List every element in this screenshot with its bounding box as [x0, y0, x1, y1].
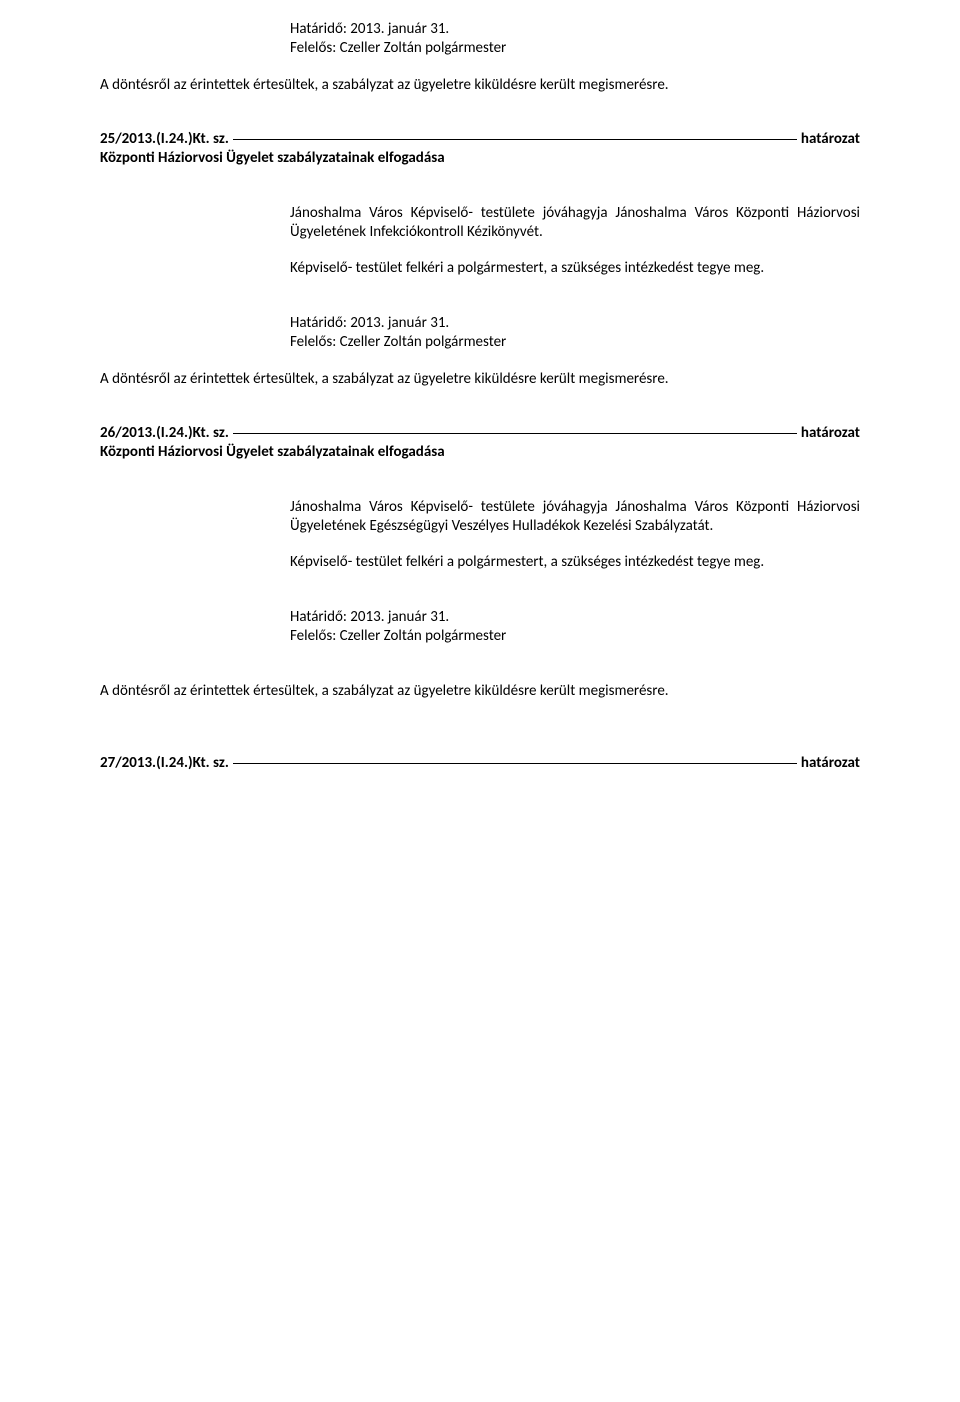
section-25-body-para: Jánoshalma Város Képviselő- testülete jó…	[290, 204, 860, 242]
section-26-body-para: Jánoshalma Város Képviselő- testülete jó…	[290, 498, 860, 536]
section-26-ref: 26/2013.(I.24.)Kt. sz.	[100, 424, 229, 443]
section-26-responsible-line: Felelős: Czeller Zoltán polgármester	[290, 627, 860, 646]
heading-underline-26	[233, 433, 797, 434]
section-26-notice-para: A döntésről az érintettek értesültek, a …	[100, 682, 860, 701]
section-25-subtitle: Központi Háziorvosi Ügyelet szabályzatai…	[100, 149, 860, 168]
section-26-heading: 26/2013.(I.24.)Kt. sz. határozat	[100, 424, 860, 443]
section-25-deadline-line: Határidő: 2013. január 31.	[290, 314, 860, 333]
section-26-instruct-para: Képviselő- testület felkéri a polgármest…	[290, 553, 860, 572]
section-27-label: határozat	[801, 754, 860, 773]
top-deadline-block: Határidő: 2013. január 31. Felelős: Czel…	[290, 20, 860, 58]
heading-underline-27	[233, 763, 797, 764]
section-25-ref: 25/2013.(I.24.)Kt. sz.	[100, 130, 229, 149]
notice-paragraph: A döntésről az érintettek értesültek, a …	[100, 76, 860, 95]
section-25-instruct-para: Képviselő- testület felkéri a polgármest…	[290, 259, 860, 278]
section-26-subtitle: Központi Háziorvosi Ügyelet szabályzatai…	[100, 443, 860, 462]
section-25-heading: 25/2013.(I.24.)Kt. sz. határozat	[100, 130, 860, 149]
section-25-body: Jánoshalma Város Képviselő- testülete jó…	[290, 204, 860, 352]
section-25-responsible-line: Felelős: Czeller Zoltán polgármester	[290, 333, 860, 352]
section-26-body: Jánoshalma Város Képviselő- testülete jó…	[290, 498, 860, 646]
deadline-line: Határidő: 2013. január 31.	[290, 20, 860, 39]
section-25-label: határozat	[801, 130, 860, 149]
section-27-ref: 27/2013.(I.24.)Kt. sz.	[100, 754, 229, 773]
section-27-heading: 27/2013.(I.24.)Kt. sz. határozat	[100, 754, 860, 773]
section-26-label: határozat	[801, 424, 860, 443]
heading-underline	[233, 139, 797, 140]
section-26-deadline-line: Határidő: 2013. január 31.	[290, 608, 860, 627]
section-25-notice-para: A döntésről az érintettek értesültek, a …	[100, 370, 860, 389]
responsible-line: Felelős: Czeller Zoltán polgármester	[290, 39, 860, 58]
